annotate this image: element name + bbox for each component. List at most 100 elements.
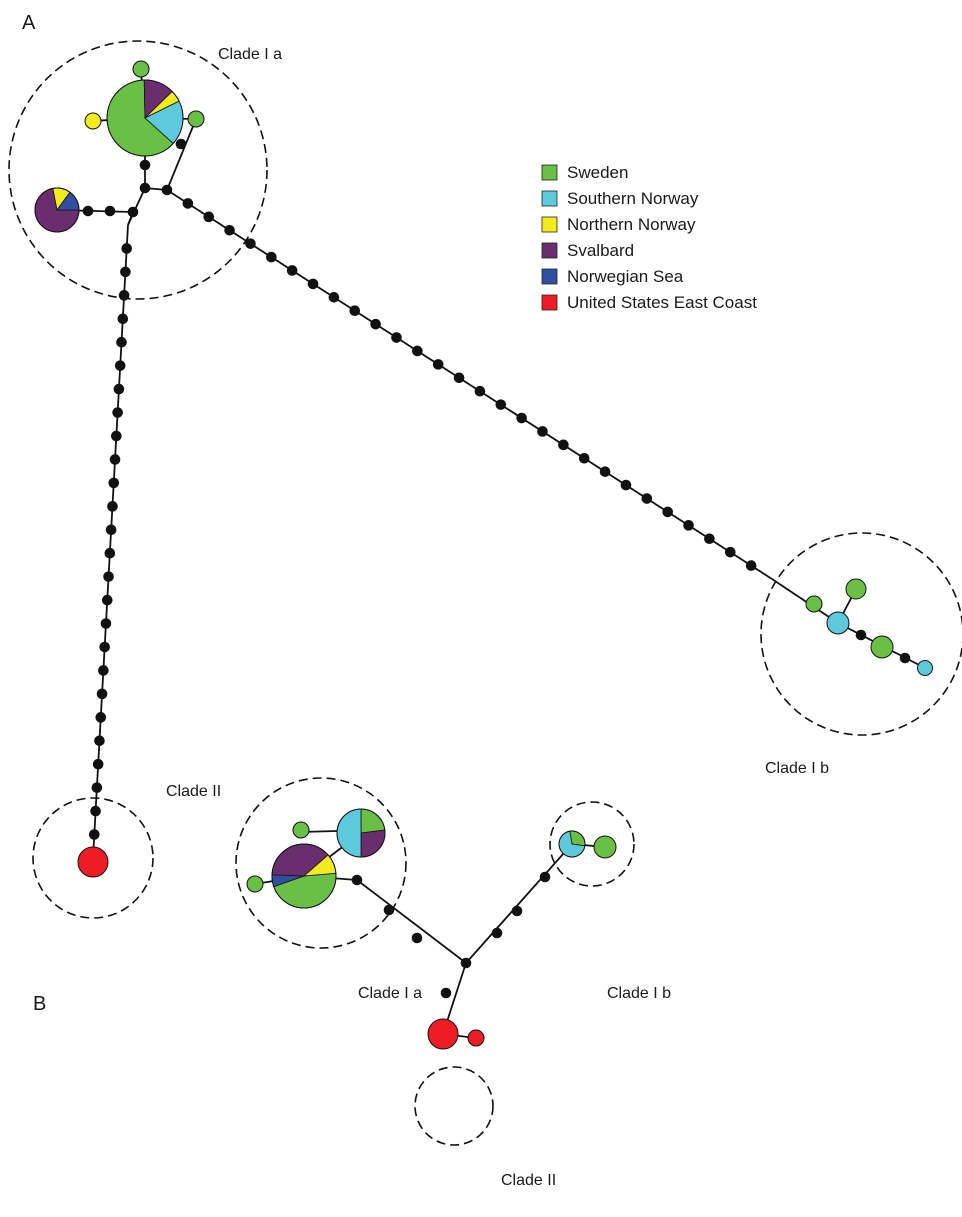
legend-label-svalbard: Svalbard (567, 241, 634, 260)
clade-ii-chain-node (109, 454, 121, 465)
median-node (139, 159, 151, 171)
clade-ib-label-b: Clade I b (607, 985, 671, 1002)
clade-ii-chain-node (113, 383, 125, 395)
legend-swatch-norwegian-sea (541, 268, 558, 285)
clade-ib-chain-node (641, 493, 653, 504)
clade-ib-chain-node (745, 560, 757, 571)
haplotype-b-ia-sweden-left (246, 875, 264, 893)
legend-label-norwegian-sea: Norwegian Sea (567, 267, 684, 286)
clade-ii-chain-node (100, 618, 112, 629)
clade-ii-chain-node (90, 805, 101, 817)
haplotype-ib-sweden-mid (870, 635, 894, 659)
haplotype-b-ia-main-outline (271, 843, 337, 909)
clade-ii-chain-node (112, 407, 123, 418)
median-node (460, 957, 472, 969)
clade-ib-chain-node (704, 533, 715, 545)
median-node (351, 874, 363, 886)
clade-ii-chain-node (95, 712, 107, 723)
clade-ia-label-b: Clade I a (358, 985, 422, 1002)
clade-ia-label-a: Clade I a (218, 46, 282, 63)
clade-ib-chain-node (620, 479, 632, 491)
haplotype-ib-southern-norway-tip (917, 660, 933, 676)
median-node (104, 205, 116, 217)
clade-ia-boundary-b (235, 777, 407, 949)
median-node (139, 182, 151, 194)
clade-ib-chain-node (724, 546, 736, 558)
legend-label-us-east-coast: United States East Coast (567, 293, 757, 312)
haplotype-ia-main-outline (106, 79, 184, 157)
legend-label-sweden: Sweden (567, 163, 628, 182)
network-edges (56, 70, 926, 1039)
haplotype-ib-southern-norway (826, 611, 850, 635)
edge-ib (771, 578, 839, 624)
clade-ib-chain-node (599, 466, 611, 477)
haplotype-ib-sweden-top (845, 578, 867, 600)
haplotype-b-ia-main (271, 843, 337, 909)
median-node (855, 629, 867, 641)
haplotype-ii-us-east-coast (77, 846, 109, 878)
clade-ii-chain-node (96, 688, 108, 700)
clade-ib-chain-node (203, 211, 215, 223)
median-node (161, 184, 173, 196)
clade-ii-chain-node (118, 290, 130, 301)
edge-ia-branch (166, 118, 197, 191)
clade-ib-chain-node (558, 439, 569, 451)
haplotype-ia-sweden-top (132, 60, 150, 78)
clade-ib-chain-node (266, 251, 277, 263)
clade-ib-chain-node (391, 332, 402, 343)
legend-swatch-svalbard (541, 242, 558, 259)
clade-ib-chain-node (328, 292, 340, 303)
clade-ii-chain-edge (92, 224, 129, 859)
clade-ii-chain-node (92, 758, 104, 770)
clade-ib-chain-node (245, 238, 256, 249)
haplotype-b-ii-us-east-coast (427, 1018, 459, 1050)
clade-ii-chain-node (114, 360, 126, 371)
legend-label-southern-norway: Southern Norway (567, 189, 699, 208)
median-node (899, 652, 911, 664)
median-node (383, 904, 395, 916)
haplotype-nodes (34, 60, 933, 1050)
clade-ib-chain-node (224, 224, 235, 236)
clade-boundaries (8, 40, 962, 1146)
clade-ii-boundary-a (32, 797, 154, 919)
clade-ib-chain-node (453, 372, 465, 384)
legend-swatch-northern-norway (541, 216, 558, 233)
clade-ii-label-a: Clade II (166, 783, 221, 800)
haplotype-ia-northern-norway (84, 112, 102, 130)
haplotype-b-ib-sweden (593, 835, 617, 859)
clade-ii-label-b: Clade II (501, 1172, 556, 1189)
haplotype-ia-main (106, 79, 184, 157)
clade-ib-chain-edge (166, 189, 773, 580)
edge-b-main (356, 879, 467, 964)
median-node (127, 206, 139, 218)
median-node (175, 138, 187, 150)
clade-ib-chain-node (349, 305, 361, 317)
clade-ii-chain-node (105, 524, 117, 536)
median-node (491, 927, 503, 939)
median-node (82, 205, 94, 217)
clade-ii-chain-node (103, 571, 114, 582)
clade-ii-chain-node (120, 266, 131, 278)
median-node (539, 871, 551, 883)
haplotype-b-ii-us-east-coast-small (467, 1029, 485, 1047)
median-node (511, 905, 523, 917)
clade-ib-chain-node (412, 345, 423, 357)
haplotype-b-ia-mixed-slice-southern-norway (336, 808, 362, 858)
intermediate-nodes (82, 138, 911, 999)
legend-swatch-us-east-coast (541, 294, 558, 311)
haplotype-ia-svalbard-outline (34, 187, 80, 233)
clade-ib-chain-node (537, 426, 548, 437)
clade-ii-boundary-b (414, 1066, 494, 1146)
clade-ia-boundary-a (8, 40, 268, 300)
haplotype-ia-sweden-right (187, 110, 205, 128)
haplotype-b-ib-mixed (558, 830, 586, 858)
clade-ib-chain-node (578, 452, 590, 464)
clade-ib-chain-node (370, 318, 381, 330)
haplotype-ib-sweden-small (805, 595, 823, 613)
clade-ii-chain-node (107, 501, 118, 512)
clade-ib-boundary-a (760, 532, 962, 736)
clade-ii-chain-node (104, 547, 116, 559)
edge-b-clade-ib (465, 843, 573, 964)
clade-ib-chain-node (662, 506, 673, 518)
